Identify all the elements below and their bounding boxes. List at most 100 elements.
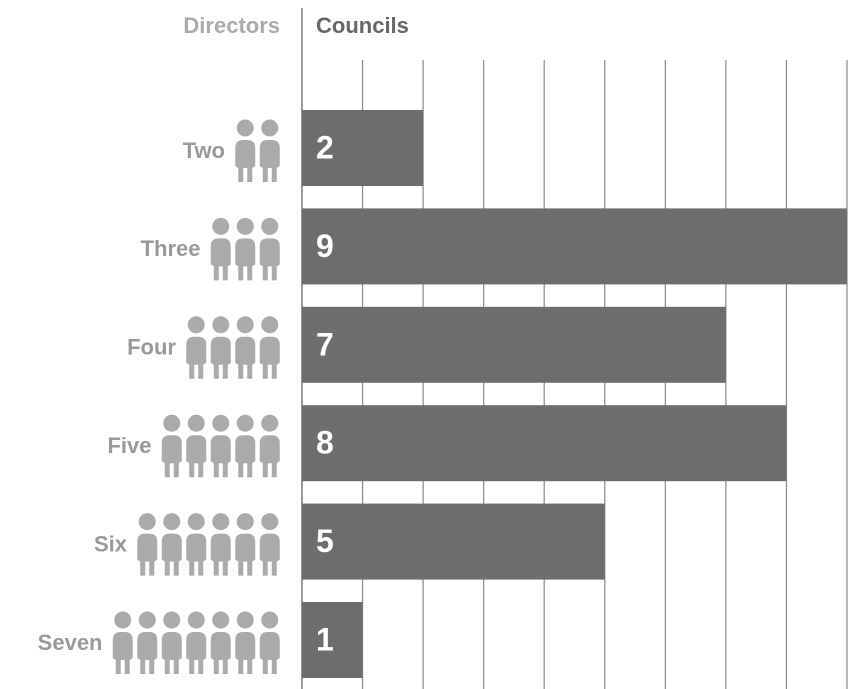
person-head (212, 316, 230, 334)
person-body (235, 435, 256, 478)
person-icon (259, 316, 280, 379)
person-head (114, 611, 132, 629)
value-label: 5 (316, 523, 334, 559)
person-icon (210, 316, 231, 379)
bar (302, 110, 424, 186)
person-body (210, 238, 231, 281)
person-icon (259, 119, 280, 182)
person-body (186, 632, 207, 674)
category-label: Three (141, 236, 201, 261)
person-body (210, 533, 231, 576)
person-body (259, 238, 280, 281)
value-label: 1 (316, 621, 334, 657)
category-label: Four (127, 335, 176, 360)
person-head (261, 611, 279, 629)
person-icon (210, 414, 231, 478)
person-icon (259, 611, 280, 674)
person-head (212, 217, 230, 235)
bar (302, 405, 787, 482)
person-body (259, 140, 280, 182)
person-icon (235, 513, 256, 576)
bar (302, 602, 363, 678)
person-icon (210, 513, 231, 576)
person-icon (186, 414, 207, 478)
person-body (161, 435, 182, 478)
person-icon (235, 316, 256, 379)
person-head (236, 217, 254, 235)
person-body (210, 632, 231, 674)
person-head (163, 414, 181, 432)
person-head (187, 611, 205, 629)
category-label: Seven (38, 630, 103, 655)
person-icon (259, 414, 280, 478)
category-label: Five (107, 433, 151, 458)
person-head (236, 316, 254, 334)
person-icon (259, 513, 280, 576)
category-header: Directors (183, 13, 280, 38)
person-body (186, 533, 207, 576)
person-head (212, 513, 230, 531)
person-icon (161, 513, 182, 576)
person-icon (137, 611, 158, 674)
person-head (261, 316, 279, 334)
person-body (235, 140, 256, 182)
person-head (261, 119, 279, 137)
person-body (235, 238, 256, 281)
person-body (186, 435, 207, 478)
person-body (259, 435, 280, 478)
person-icon (235, 414, 256, 478)
value-header: Councils (316, 13, 409, 38)
person-icon (210, 611, 231, 674)
person-icon (137, 513, 158, 576)
person-body (210, 336, 231, 379)
person-body (161, 632, 182, 674)
value-label: 9 (316, 228, 334, 264)
person-head (138, 611, 156, 629)
person-icon (186, 316, 207, 379)
person-head (212, 611, 230, 629)
person-icon (186, 611, 207, 674)
person-icon (235, 217, 256, 281)
person-icon (161, 414, 182, 478)
person-icon (259, 217, 280, 281)
person-icon (186, 513, 207, 576)
bar (302, 208, 847, 285)
person-body (137, 533, 158, 576)
person-body (235, 533, 256, 576)
category-label: Two (183, 138, 225, 163)
value-label: 7 (316, 326, 334, 362)
person-head (138, 513, 156, 531)
value-label: 2 (316, 129, 334, 165)
person-head (163, 513, 181, 531)
person-head (236, 119, 254, 137)
person-body (235, 632, 256, 674)
person-body (259, 533, 280, 576)
person-icon (235, 119, 256, 182)
person-head (236, 414, 254, 432)
bar (302, 306, 726, 383)
person-body (186, 336, 207, 379)
person-head (261, 217, 279, 235)
person-body (259, 632, 280, 674)
person-head (187, 316, 205, 334)
person-body (161, 533, 182, 576)
value-label: 8 (316, 425, 334, 461)
person-icon (210, 217, 231, 281)
person-head (187, 513, 205, 531)
person-head (236, 513, 254, 531)
category-label: Six (94, 531, 128, 556)
person-head (261, 414, 279, 432)
person-head (163, 611, 181, 629)
person-body (112, 632, 133, 674)
person-body (210, 435, 231, 478)
person-icon (161, 611, 182, 674)
person-head (236, 611, 254, 629)
person-body (137, 632, 158, 674)
person-icon (112, 611, 133, 674)
person-icon (235, 611, 256, 674)
person-head (261, 513, 279, 531)
person-body (235, 336, 256, 379)
person-body (259, 336, 280, 379)
bar (302, 503, 605, 580)
